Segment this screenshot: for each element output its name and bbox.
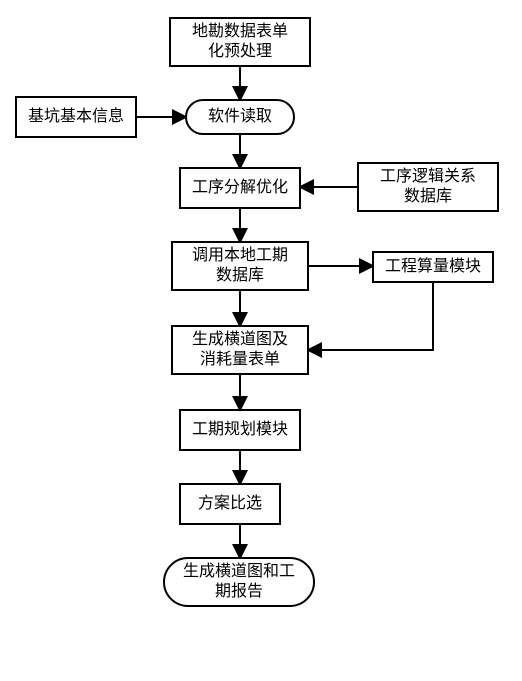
node-n6: 调用本地工期数据库 — [172, 242, 308, 290]
node-label: 方案比选 — [198, 494, 262, 512]
node-label: 数据库 — [404, 187, 452, 205]
node-n9: 工期规划模块 — [180, 410, 300, 450]
node-label: 化预处理 — [208, 42, 272, 60]
node-n2: 软件读取 — [186, 100, 294, 134]
node-n11: 生成横道图和工期报告 — [164, 558, 314, 606]
node-label: 软件读取 — [208, 107, 272, 125]
node-label: 工序分解优化 — [192, 178, 288, 196]
node-n7: 工程算量模块 — [373, 252, 493, 282]
node-label: 消耗量表单 — [200, 350, 280, 368]
edge-n7-n8 — [308, 282, 433, 350]
node-label: 数据库 — [216, 266, 264, 284]
node-n10: 方案比选 — [180, 484, 280, 524]
node-n3: 基坑基本信息 — [16, 97, 136, 137]
node-label: 调用本地工期 — [192, 246, 288, 264]
node-n8: 生成横道图及消耗量表单 — [172, 326, 308, 374]
node-label: 生成横道图和工 — [183, 562, 295, 580]
node-label: 基坑基本信息 — [28, 107, 124, 125]
node-label: 工期规划模块 — [192, 420, 288, 438]
flowchart-canvas: 地勘数据表单化预处理软件读取基坑基本信息工序分解优化工序逻辑关系数据库调用本地工… — [0, 0, 522, 681]
node-label: 期报告 — [215, 582, 263, 600]
node-label: 工序逻辑关系 — [380, 167, 476, 185]
node-label: 工程算量模块 — [385, 256, 481, 275]
node-label: 生成横道图及 — [192, 330, 288, 348]
node-n4: 工序分解优化 — [180, 168, 300, 208]
node-n5: 工序逻辑关系数据库 — [358, 163, 498, 211]
node-label: 地勘数据表单 — [192, 22, 288, 40]
node-n1: 地勘数据表单化预处理 — [170, 18, 310, 66]
